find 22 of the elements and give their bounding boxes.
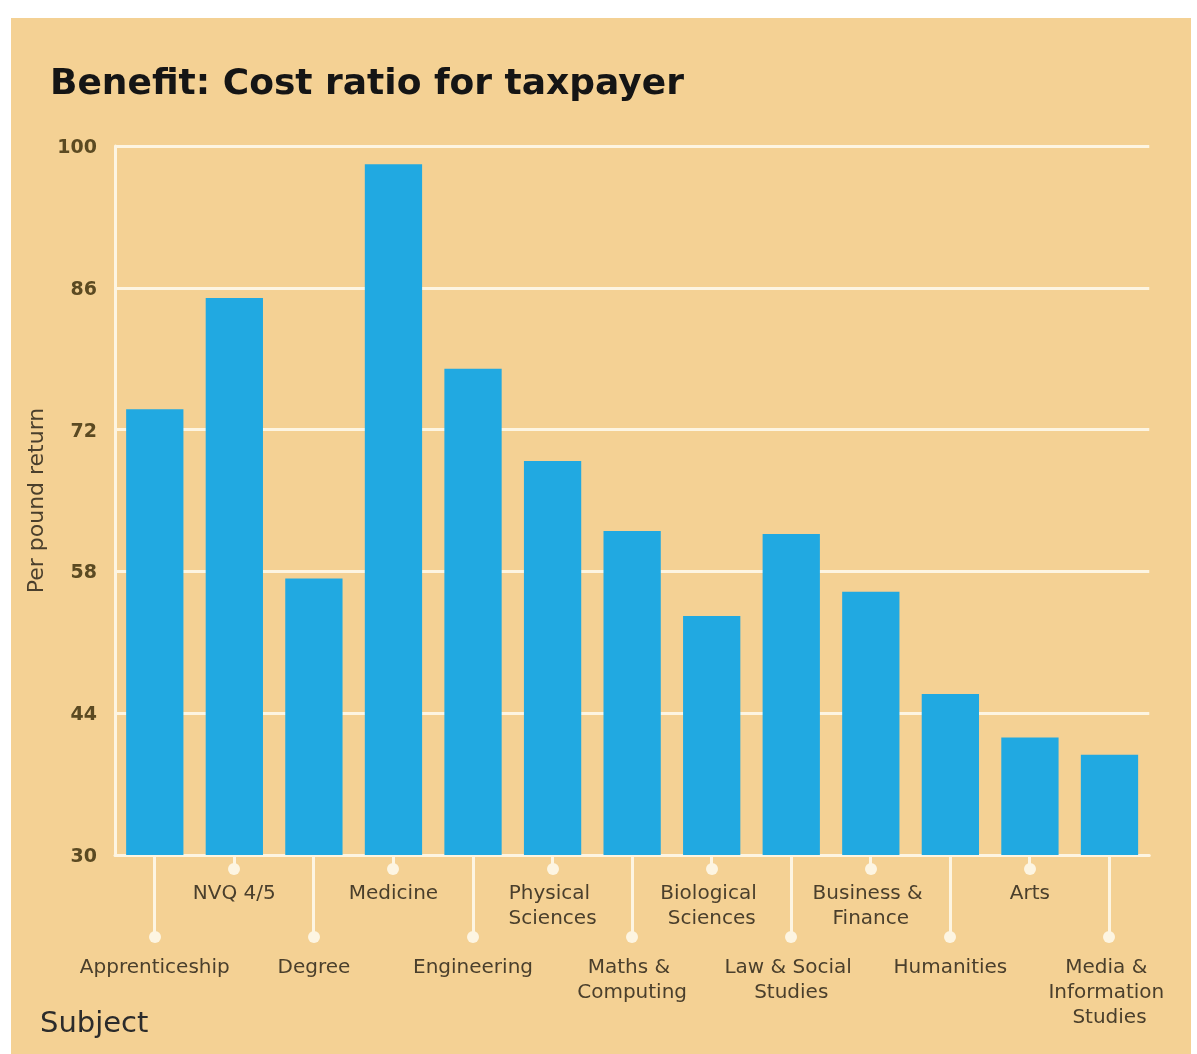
y-tick-label: 30	[70, 844, 97, 866]
chart-title: Benefit: Cost ratio for taxpayer	[50, 60, 685, 102]
x-tick-label: Maths & Computing	[577, 953, 688, 1003]
x-tick-label: Medicine	[348, 879, 439, 904]
x-tick-label: Apprenticeship	[79, 953, 230, 978]
x-tick-label: Degree	[277, 953, 351, 978]
x-axis-title: Subject	[40, 1004, 149, 1039]
y-axis-title: Per pound return	[22, 407, 48, 594]
x-tick-label: Business & Finance	[812, 879, 930, 929]
x-tick-label: Engineering	[413, 953, 534, 978]
x-tick-label: Media & Information Studies	[1048, 953, 1171, 1028]
x-tick-label: Humanities	[893, 953, 1008, 978]
x-tick-label: Arts	[1009, 879, 1051, 904]
y-tick-label: 44	[70, 702, 97, 725]
x-tick-label: Law & Social Studies	[724, 953, 859, 1003]
y-tick-label: 100	[57, 135, 97, 157]
y-tick-label: 58	[70, 560, 97, 583]
y-tick-label: 86	[70, 276, 97, 299]
y-tick-label: 72	[70, 418, 97, 441]
x-tick-label: Physical Sciences	[508, 879, 597, 929]
x-tick-label: NVQ 4/5	[192, 879, 276, 904]
x-tick-label: Biological Sciences	[660, 879, 764, 929]
